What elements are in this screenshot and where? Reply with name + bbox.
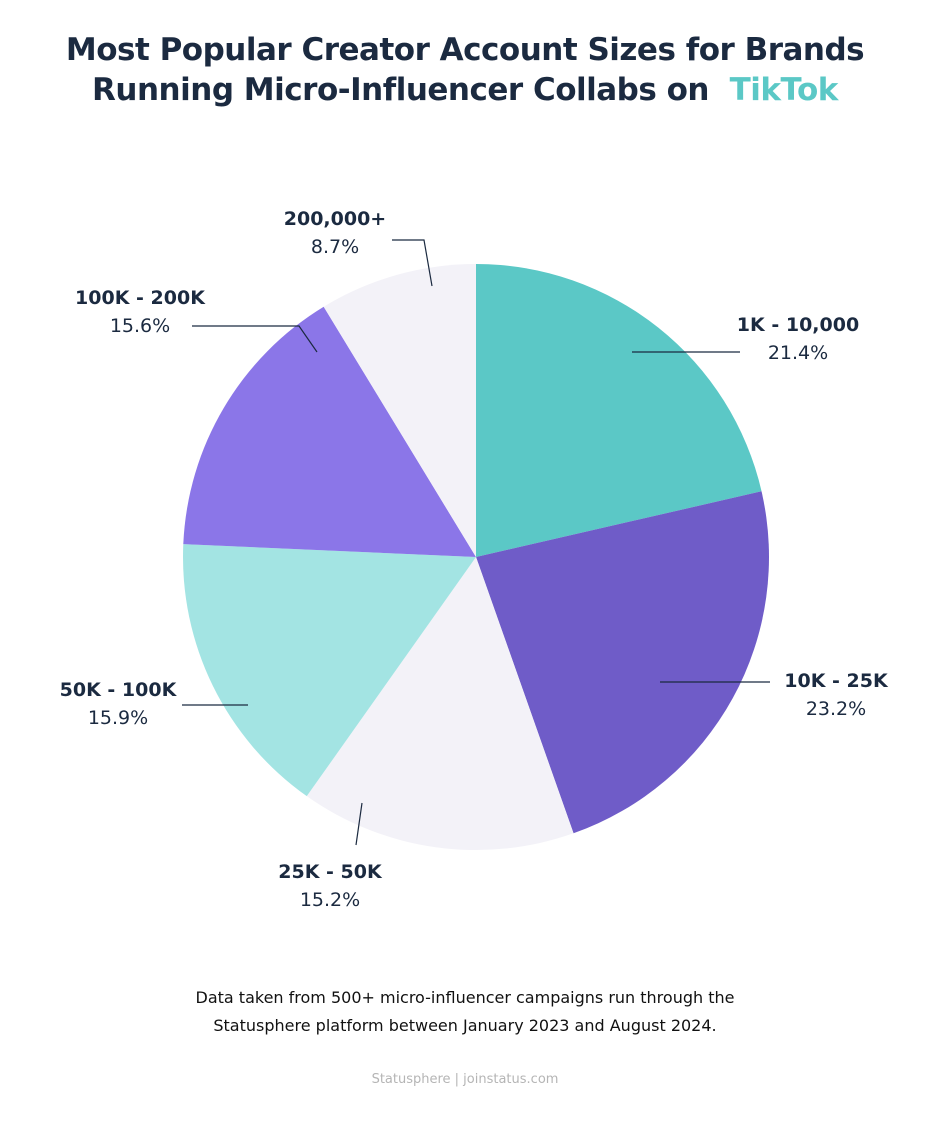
title-line-2: Running Micro-Influencer Collabs on TikT… (92, 72, 839, 108)
pie-slice-50k-100k (183, 544, 477, 797)
slice-label-10k-25k: 10K - 25K 23.2% (784, 670, 888, 720)
pie-slice-200-000 (323, 264, 476, 557)
slice-label-50k-100k: 50K - 100K 15.9% (59, 679, 177, 729)
leader-line-200000-plus (392, 239, 433, 287)
leader-line-25k-50k (355, 802, 363, 846)
pie-slice-10k-25k (476, 491, 769, 834)
slice-label-100k-200k: 100K - 200K 15.6% (75, 287, 205, 337)
title-line-1: Most Popular Creator Account Sizes for B… (65, 32, 865, 68)
caption: Data taken from 500+ micro-influencer ca… (195, 988, 735, 1035)
slice-label-1k-10000: 1K - 10,000 21.4% (736, 314, 860, 364)
pie-slice-100k-200k (183, 306, 476, 557)
slice-label-200000-plus: 200,000+ 8.7% (283, 208, 387, 258)
leader-line-100k-200k (192, 325, 318, 353)
pie-slice-25k-50k (306, 557, 574, 850)
pie-slice-1k-10-000 (476, 264, 762, 557)
footer-credit: Statusphere | joinstatus.com (371, 1072, 559, 1087)
chart-title: Most Popular Creator Account Sizes for B… (0, 30, 930, 110)
slice-label-25k-50k: 25K - 50K 15.2% (278, 861, 382, 911)
title-accent: TikTok (729, 72, 839, 108)
